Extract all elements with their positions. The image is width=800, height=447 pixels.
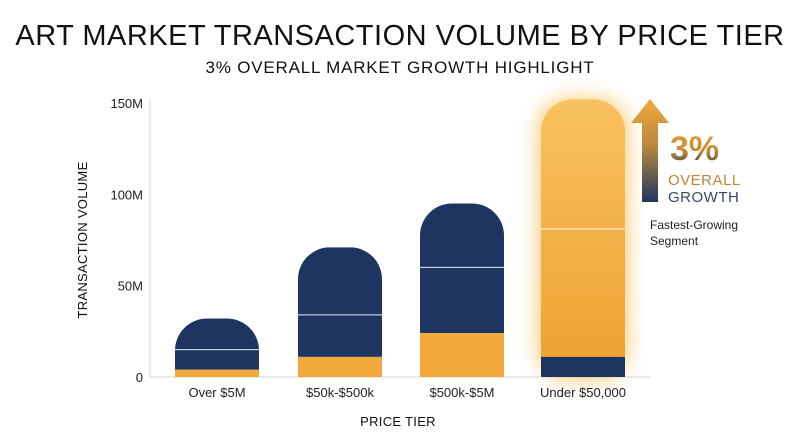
- y-tick-label: 150M: [110, 96, 143, 111]
- growth-annotation: 3% OVERALL GROWTH Fastest-Growing Segmen…: [631, 99, 741, 248]
- bar-segment-navy: [298, 247, 382, 357]
- x-tick-label: Under $50,000: [540, 385, 626, 400]
- y-axis-title: TRANSACTION VOLUME: [75, 161, 90, 318]
- up-arrow-icon: [631, 99, 669, 202]
- bar-segment-gold: [298, 356, 382, 377]
- x-tick-label: $50k-$500k: [306, 385, 374, 400]
- y-tick-label: 0: [136, 370, 143, 385]
- bar-group: [175, 318, 259, 377]
- bar-group: [420, 203, 504, 377]
- bar-segment-gold: [420, 333, 504, 377]
- chart-subtitle: 3% OVERALL MARKET GROWTH HIGHLIGHT: [205, 58, 595, 77]
- x-tick-label: Over $5M: [188, 385, 245, 400]
- bar-group: [298, 247, 382, 377]
- y-tick-label: 100M: [110, 187, 143, 202]
- bar-segment-navy: [175, 318, 259, 370]
- y-tick-label: 50M: [118, 279, 143, 294]
- x-tick-label: $500k-$5M: [429, 385, 494, 400]
- bar-group: [537, 97, 629, 381]
- bar-segment-navy: [420, 203, 504, 334]
- growth-label-line1: OVERALL: [668, 172, 741, 189]
- chart-title: ART MARKET TRANSACTION VOLUME BY PRICE T…: [15, 20, 785, 52]
- bar-segment-gold: [541, 99, 625, 357]
- bar-segment-gold: [175, 369, 259, 377]
- segment-note-line1: Fastest-Growing: [650, 218, 738, 232]
- x-axis-title: PRICE TIER: [360, 414, 436, 429]
- bar-segment-navy: [541, 356, 625, 377]
- growth-value: 3%: [670, 130, 719, 168]
- growth-label-line2: GROWTH: [668, 189, 739, 206]
- segment-note-line2: Segment: [650, 234, 699, 248]
